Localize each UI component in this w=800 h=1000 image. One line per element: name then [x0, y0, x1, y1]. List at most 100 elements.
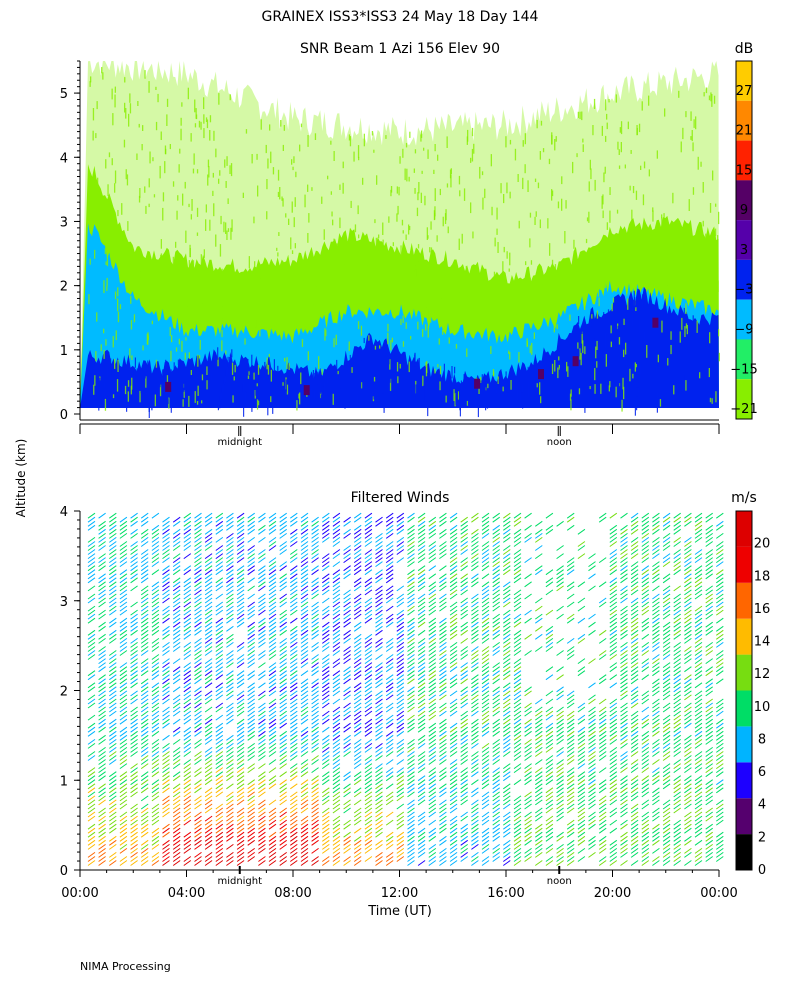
wind-barb: [513, 662, 522, 669]
wind-barb: [353, 686, 362, 693]
wind-barb: [311, 617, 319, 624]
wind-barb: [98, 528, 106, 535]
snr-echo: [119, 234, 121, 244]
snr-echo: [606, 222, 608, 230]
wind-barb: [364, 654, 373, 660]
wind-barb: [353, 654, 362, 660]
wind-barb: [417, 654, 426, 660]
wind-barb: [588, 710, 596, 717]
wind-barb: [183, 860, 192, 866]
wind-barb: [332, 553, 341, 560]
wind-barb: [172, 561, 181, 568]
snr-echo: [159, 165, 161, 179]
wind-barb: [226, 565, 234, 572]
wind-barb: [183, 565, 192, 572]
wind-barb: [258, 799, 266, 806]
wind-barb: [385, 751, 394, 757]
wind-barb: [641, 662, 650, 669]
wind-barb: [481, 553, 490, 560]
snr-echo: [442, 260, 444, 266]
wind-barb: [641, 799, 650, 806]
wind-barb: [396, 730, 405, 737]
wind-barb: [172, 609, 181, 616]
wind-barb: [566, 569, 575, 576]
wind-barb: [375, 597, 383, 604]
wind-barb: [194, 835, 202, 842]
wind-barb: [556, 856, 564, 862]
snr-echo: [531, 342, 533, 355]
snr-echo: [598, 297, 600, 307]
wind-barb: [172, 597, 181, 604]
wind-barb: [417, 815, 426, 822]
snr-echo: [196, 401, 199, 405]
wind-barb: [417, 524, 426, 531]
wind-barb: [556, 860, 564, 866]
snr-strong-echo: [159, 379, 161, 388]
wind-barb: [215, 815, 224, 822]
wind-barb: [140, 746, 149, 753]
wind-barb: [290, 666, 298, 673]
wind-barb: [588, 714, 596, 721]
wind-barb: [247, 847, 255, 854]
wind-barb: [503, 738, 511, 745]
wind-barb: [503, 561, 511, 568]
wind-barb: [556, 666, 564, 673]
wind-barb: [151, 807, 160, 814]
snr-echo: [203, 97, 205, 110]
wind-barb: [566, 847, 575, 854]
snr-strong-echo: [656, 392, 658, 399]
wind-barb: [620, 528, 628, 535]
snr-echo: [358, 234, 360, 239]
wind-barb: [481, 839, 490, 846]
wind-barb: [566, 565, 575, 572]
snr-strong-echo: [223, 377, 225, 385]
wind-barb: [215, 569, 224, 576]
snr-echo: [601, 195, 603, 209]
wind-barb: [204, 779, 213, 786]
wind-barb: [439, 585, 447, 592]
wind-barb: [215, 625, 224, 632]
snr-echo: [541, 278, 543, 285]
wind-barb: [598, 629, 607, 636]
wind-barb: [449, 702, 458, 709]
wind-barb: [343, 569, 351, 576]
snr-echo: [496, 207, 498, 220]
wind-barb: [268, 851, 277, 858]
wind-barb: [87, 629, 96, 636]
wind-barb: [109, 746, 117, 753]
wind-barb: [407, 738, 415, 745]
wind-barb: [471, 532, 479, 539]
snr-echo: [162, 192, 165, 202]
snr-echo: [402, 341, 405, 347]
snr-echo: [446, 183, 449, 188]
wind-barb: [566, 787, 575, 794]
wind-barb: [630, 549, 639, 555]
wind-barb: [375, 726, 383, 733]
wind-barb: [140, 831, 149, 838]
snr-echo: [692, 142, 694, 152]
wind-barb: [247, 621, 255, 628]
wind-barb: [87, 609, 96, 616]
wind-barb: [172, 759, 181, 765]
snr-echo: [354, 224, 357, 233]
wind-barb: [620, 532, 628, 539]
wind-barb: [332, 807, 341, 814]
wind-barb: [513, 722, 522, 729]
wind-barb: [620, 807, 628, 814]
wind-barb: [311, 746, 319, 753]
wind-barb: [556, 791, 564, 798]
wind-barb: [492, 593, 500, 600]
wind-barb: [183, 783, 192, 790]
wind-barb: [258, 690, 266, 697]
wind-barb: [268, 641, 277, 648]
wind-barb: [226, 625, 234, 632]
wind-barb: [609, 617, 618, 624]
wind-barb: [598, 637, 607, 644]
snr-echo: [294, 243, 296, 249]
wind-barb: [428, 807, 437, 814]
wind-barb: [481, 718, 490, 725]
snr-echo: [245, 129, 248, 134]
wind-barb: [119, 779, 128, 786]
wind-barb: [204, 557, 213, 564]
wind-barb: [183, 613, 192, 620]
